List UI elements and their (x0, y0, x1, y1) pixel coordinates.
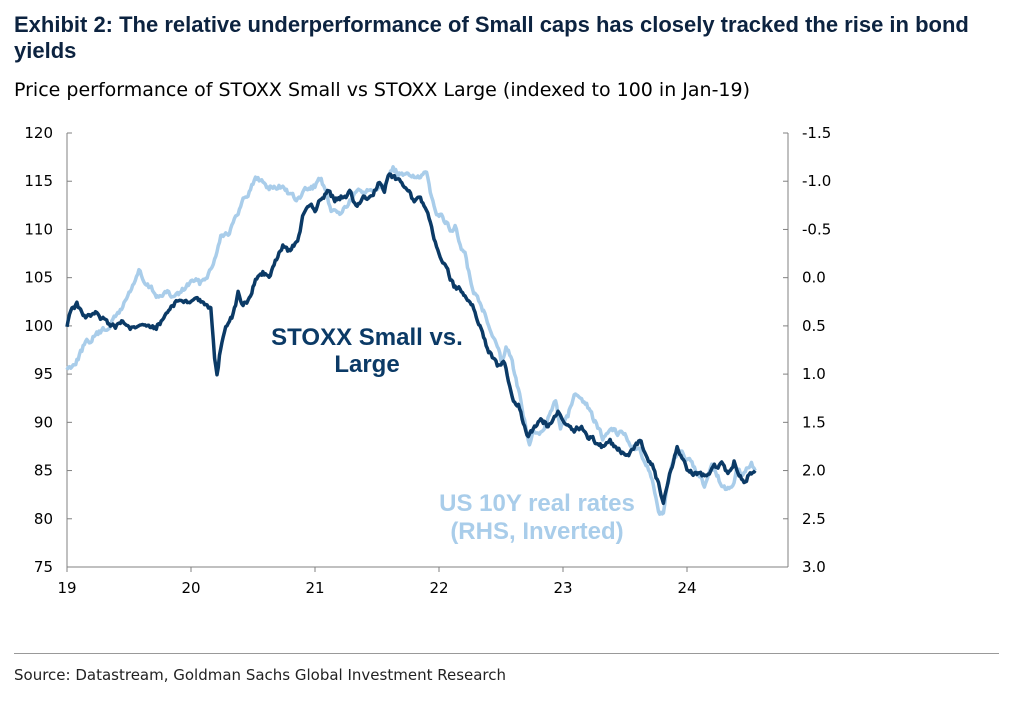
right-y-tick-label: 0.5 (802, 317, 826, 335)
small-vs-large-label-line2: Large (334, 351, 399, 378)
real-rates-line (65, 165, 757, 516)
source-note: Source: Datastream, Goldman Sachs Global… (14, 666, 507, 684)
series-lines (65, 165, 757, 516)
axes: 75 80 85 90 95 100 105 110 115 120 -1.5 -1.0 -0.5 0.0… (24, 124, 831, 597)
x-tick-label: 19 (57, 579, 76, 597)
x-tick-label: 20 (181, 579, 200, 597)
annotations: STOXX Small vs.Large US 10Y real rates(RH… (271, 324, 635, 545)
left-y-tick-label: 105 (24, 269, 53, 287)
right-y-tick-label: 2.0 (802, 462, 826, 480)
right-y-tick-label: 2.5 (802, 510, 826, 528)
small-vs-large-line (65, 172, 757, 506)
chart-subtitle: Price performance of STOXX Small vs STOX… (14, 79, 751, 101)
left-y-tick-label: 120 (24, 124, 53, 142)
left-y-tick-label: 75 (34, 558, 53, 576)
left-y-tick-label: 90 (34, 413, 53, 431)
left-y-tick-label: 85 (34, 462, 53, 480)
footer-divider (14, 653, 999, 654)
right-y-tick-label: 1.5 (802, 413, 826, 431)
right-y-tick-label: 3.0 (802, 558, 826, 576)
right-y-tick-label: 0.0 (802, 269, 826, 287)
left-y-tick-label: 115 (24, 172, 53, 190)
right-y-tick-label: 1.0 (802, 365, 826, 383)
x-tick-label: 22 (429, 579, 448, 597)
left-y-tick-label: 95 (34, 365, 53, 383)
left-y-tick-label: 100 (24, 317, 53, 335)
right-y-tick-label: -0.5 (802, 220, 831, 238)
right-y-tick-label: -1.5 (802, 124, 831, 142)
left-y-tick-label: 80 (34, 510, 53, 528)
small-vs-large-label-line1: STOXX Small vs. (271, 324, 463, 351)
real-rates-label-line1: US 10Y real rates (439, 490, 635, 517)
x-tick-label: 21 (305, 579, 324, 597)
chart-title: Exhibit 2: The relative underperformance… (14, 12, 969, 63)
real-rates-label-line2: (RHS, Inverted) (450, 518, 623, 545)
x-tick-label: 24 (677, 579, 696, 597)
left-y-tick-label: 110 (24, 220, 53, 238)
x-tick-label: 23 (553, 579, 572, 597)
right-y-tick-label: -1.0 (802, 172, 831, 190)
